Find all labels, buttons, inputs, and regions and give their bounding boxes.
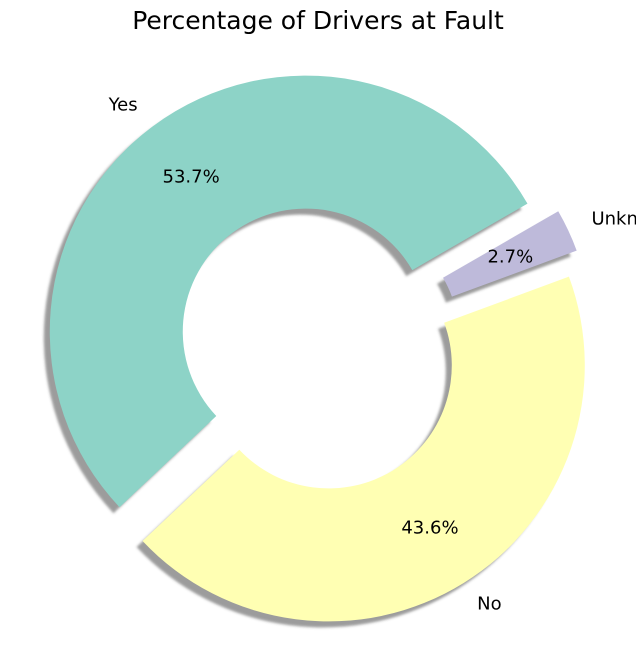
slice-no	[142, 276, 585, 622]
slice-label-unknown: Unknown	[591, 209, 636, 230]
slice-pct-label-no: 43.6%	[401, 518, 458, 539]
slice-yes	[49, 75, 528, 508]
slice-unknown	[443, 211, 577, 297]
slice-pct-label-yes: 53.7%	[163, 167, 220, 188]
slice-pct-label-unknown: 2.7%	[487, 247, 533, 268]
slice-label-no: No	[477, 594, 501, 615]
slice-labels: Yes 53.7% No 43.6% Unknown 2.7%	[108, 95, 636, 615]
chart-title: Percentage of Drivers at Fault	[132, 6, 504, 35]
slice-label-yes: Yes	[108, 95, 138, 116]
slices	[49, 75, 585, 622]
